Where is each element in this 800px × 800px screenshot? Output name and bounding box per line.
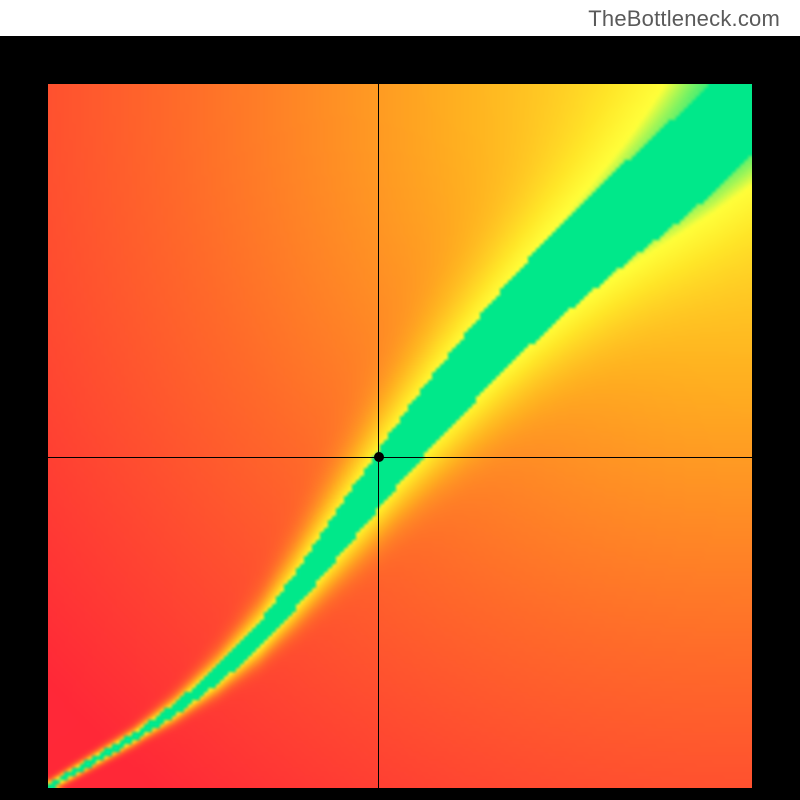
attribution-text: TheBottleneck.com	[588, 6, 780, 32]
marker-point	[374, 452, 384, 462]
heatmap-canvas	[48, 84, 752, 788]
chart-frame	[0, 36, 800, 800]
crosshair-vertical	[378, 84, 379, 788]
page-root: TheBottleneck.com	[0, 0, 800, 800]
crosshair-horizontal	[48, 457, 752, 458]
